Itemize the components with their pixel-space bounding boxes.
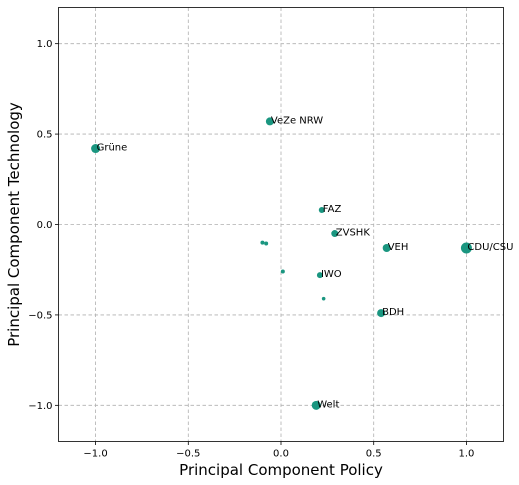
scatter-point: [264, 241, 269, 246]
scatter-point: [316, 272, 323, 279]
scatter-point: [321, 296, 326, 301]
grid-lines: [58, 7, 504, 442]
scatter-point: [265, 117, 274, 126]
x-tick-label: 1.0: [458, 449, 474, 460]
point-label: BDH: [382, 307, 404, 318]
y-tick-label: −1.0: [28, 401, 52, 412]
scatter-point: [311, 400, 321, 410]
scatter-point: [382, 244, 391, 253]
x-tick-label: 0.5: [366, 449, 382, 460]
scatter-points: [91, 117, 472, 410]
y-tick-label: −0.5: [28, 310, 52, 321]
x-tick-label: −0.5: [176, 449, 200, 460]
point-label: CDU/CSU: [467, 242, 513, 253]
point-labels: Grüne VeZe NRW FAZ ZVSHK VEH CDU/CSU IWO BDH Wel…: [97, 115, 514, 410]
scatter-point: [318, 207, 325, 214]
point-label: VEH: [388, 242, 409, 253]
scatter-point: [460, 242, 472, 254]
plot-frame: [58, 7, 504, 442]
scatter-point: [280, 269, 285, 274]
x-tick-label: 0.0: [273, 449, 289, 460]
point-label: VeZe NRW: [271, 115, 323, 126]
point-label: FAZ: [323, 204, 342, 215]
x-tick-label: −1.0: [83, 449, 107, 460]
point-label: ZVSHK: [336, 228, 371, 239]
y-tick-label: 0.5: [37, 130, 53, 141]
axis-ticks: −1.0 −0.5 0.0 0.5 1.0 −1.0 −0.5 0.0 0.5 1.0: [28, 39, 474, 459]
y-axis-title: Principal Component Technology: [5, 102, 23, 347]
y-tick-label: 0.0: [37, 220, 53, 231]
scatter-point: [91, 144, 101, 154]
scatter-point: [377, 309, 386, 318]
scatter-point: [260, 240, 265, 245]
point-label: Grüne: [97, 143, 128, 154]
x-axis-title: Principal Component Policy: [179, 461, 383, 479]
y-tick-label: 1.0: [37, 39, 53, 50]
point-label: IWO: [321, 269, 342, 280]
scatter-point: [331, 230, 339, 238]
point-label: Welt: [317, 399, 339, 410]
